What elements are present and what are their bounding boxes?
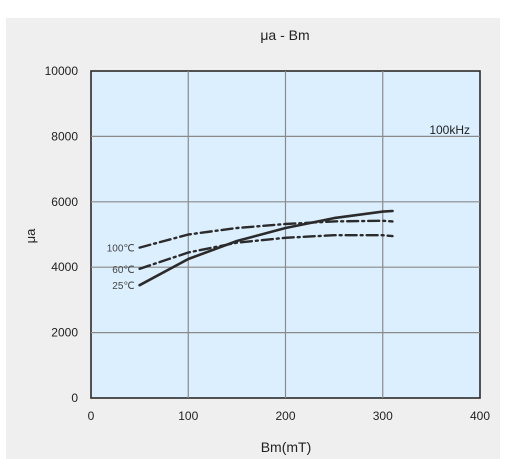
y-tick-label: 6000: [51, 195, 78, 209]
series-label: 25℃: [112, 281, 134, 292]
x-tick-label: 200: [275, 409, 295, 423]
y-tick-label: 0: [71, 391, 78, 405]
x-axis-label: Bm(mT): [261, 439, 312, 455]
x-tick-label: 300: [373, 409, 393, 423]
series-group: [138, 209, 394, 287]
series-line-1: [138, 234, 394, 270]
y-tick-label: 8000: [51, 129, 78, 143]
series-label: 60℃: [112, 265, 134, 276]
x-tick-label: 0: [88, 409, 95, 423]
series-line-2: [138, 219, 394, 249]
x-tick-label: 100: [178, 409, 198, 423]
series-line-0: [138, 209, 394, 287]
chart-title: μa - Bm: [260, 27, 309, 43]
y-tick-label: 2000: [51, 326, 78, 340]
x-tick-label: 400: [470, 409, 490, 423]
y-axis-label: μa: [23, 228, 38, 243]
y-tick-label: 10000: [45, 64, 79, 78]
y-tick-label: 4000: [51, 260, 78, 274]
series-labels: 25℃ 60℃ 100℃: [107, 244, 135, 293]
frequency-annotation: 100kHz: [429, 123, 470, 137]
series-label: 100℃: [107, 244, 135, 255]
